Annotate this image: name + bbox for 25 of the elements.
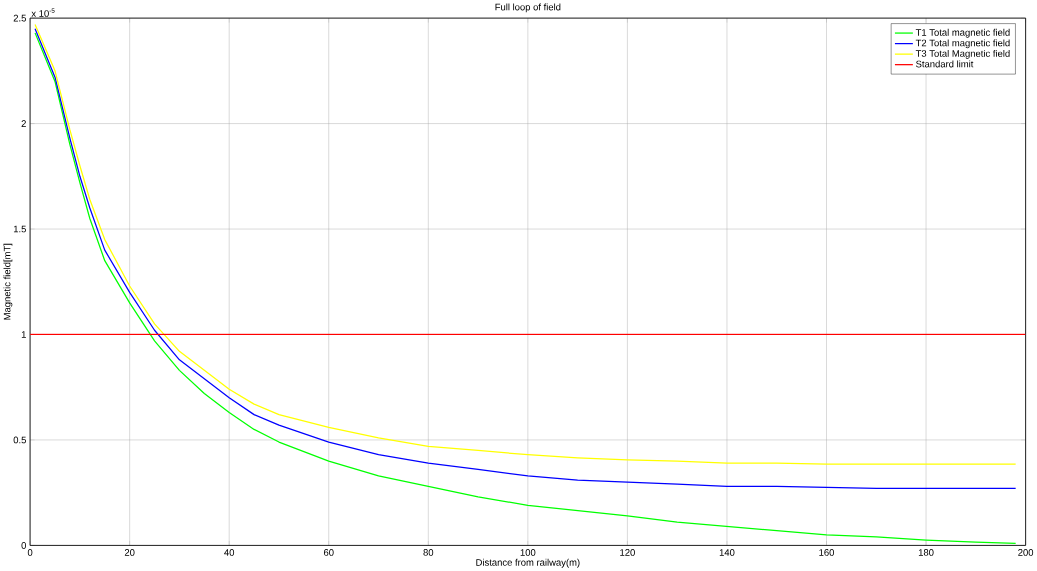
y-tick-label: 2: [21, 120, 26, 127]
x-axis-title: Distance from railway(m): [476, 558, 580, 568]
text: x 10$^{-5}$: [31, 8, 55, 17]
x-tick-label: 80: [423, 549, 434, 556]
y-tick-label: 0.5: [13, 436, 26, 444]
legend-label: Standard limit: [916, 60, 974, 68]
x-tick-label: 20: [124, 549, 135, 556]
y-tick-label: 1.5: [13, 225, 26, 233]
x-tick-label: 160: [819, 549, 835, 556]
x-tick-label: 40: [224, 549, 235, 556]
x-tick-label: 0: [27, 549, 33, 556]
y-axis-title: Magnetic field[mT]: [3, 243, 13, 320]
x-tick-label: 180: [918, 549, 934, 556]
legend-label: T2 Total magnetic field: [915, 39, 1010, 49]
y-tick-label: 1: [21, 331, 26, 338]
legend-label: T1 Total magnetic field: [915, 28, 1010, 38]
y-tick-label: 0: [21, 541, 27, 549]
x-tick-label: 200: [1018, 549, 1034, 556]
chart-title: Full loop of field: [495, 3, 561, 13]
x-tick-label: 100: [520, 549, 536, 556]
x-tick-label: 60: [323, 549, 334, 556]
y-tick-label: 2.5: [13, 14, 26, 22]
x-tick-label: 140: [719, 549, 735, 556]
legend-label: T3 Total Magnetic field: [915, 49, 1010, 59]
x-tick-label: 120: [620, 549, 635, 556]
